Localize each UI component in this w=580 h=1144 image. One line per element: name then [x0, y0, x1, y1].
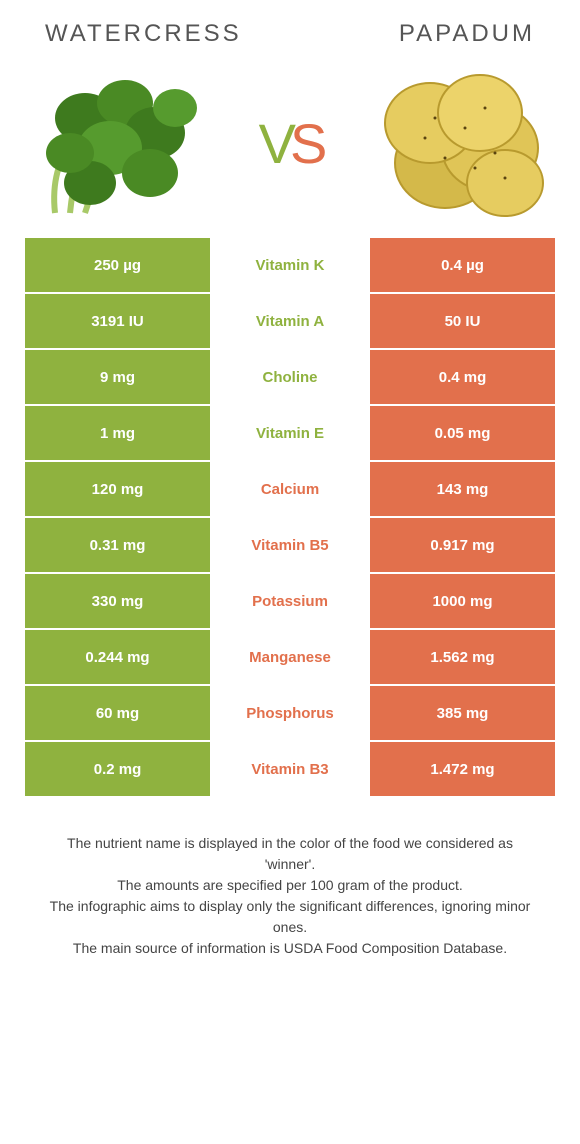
nutrient-left-value: 0.2 mg — [25, 742, 210, 796]
nutrient-left-value: 1 mg — [25, 406, 210, 460]
nutrient-right-value: 0.4 mg — [370, 350, 555, 404]
nutrient-row: 0.244 mgManganese1.562 mg — [25, 630, 555, 684]
footer-line-4: The main source of information is USDA F… — [45, 938, 535, 959]
nutrient-right-value: 385 mg — [370, 686, 555, 740]
title-left: Watercress — [45, 20, 242, 48]
nutrient-left-value: 0.31 mg — [25, 518, 210, 572]
nutrient-name: Vitamin K — [210, 238, 370, 292]
nutrient-left-value: 3191 IU — [25, 294, 210, 348]
nutrient-name: Choline — [210, 350, 370, 404]
images-row: VS — [15, 58, 565, 238]
papadum-image — [375, 68, 545, 218]
nutrient-row: 9 mgCholine0.4 mg — [25, 350, 555, 404]
nutrient-table: 250 µgVitamin K0.4 µg3191 IUVitamin A50 … — [15, 238, 565, 796]
footer-notes: The nutrient name is displayed in the co… — [15, 798, 565, 959]
nutrient-left-value: 250 µg — [25, 238, 210, 292]
nutrient-row: 60 mgPhosphorus385 mg — [25, 686, 555, 740]
watercress-image — [35, 68, 205, 218]
nutrient-row: 1 mgVitamin E0.05 mg — [25, 406, 555, 460]
nutrient-right-value: 0.05 mg — [370, 406, 555, 460]
nutrient-left-value: 60 mg — [25, 686, 210, 740]
nutrient-right-value: 1.472 mg — [370, 742, 555, 796]
footer-line-1: The nutrient name is displayed in the co… — [45, 833, 535, 875]
nutrient-row: 0.2 mgVitamin B31.472 mg — [25, 742, 555, 796]
vs-label: VS — [259, 111, 322, 176]
nutrient-row: 3191 IUVitamin A50 IU — [25, 294, 555, 348]
nutrient-left-value: 330 mg — [25, 574, 210, 628]
nutrient-name: Vitamin A — [210, 294, 370, 348]
vs-v: V — [259, 112, 290, 175]
title-right: Papadum — [399, 20, 535, 48]
nutrient-left-value: 9 mg — [25, 350, 210, 404]
nutrient-name: Vitamin B5 — [210, 518, 370, 572]
nutrient-name: Phosphorus — [210, 686, 370, 740]
nutrient-right-value: 0.917 mg — [370, 518, 555, 572]
nutrient-row: 0.31 mgVitamin B50.917 mg — [25, 518, 555, 572]
footer-line-3: The infographic aims to display only the… — [45, 896, 535, 938]
nutrient-name: Manganese — [210, 630, 370, 684]
nutrient-left-value: 120 mg — [25, 462, 210, 516]
nutrient-right-value: 1000 mg — [370, 574, 555, 628]
nutrient-name: Calcium — [210, 462, 370, 516]
nutrient-name: Vitamin E — [210, 406, 370, 460]
nutrient-name: Vitamin B3 — [210, 742, 370, 796]
infographic-container: Watercress Papadum — [0, 0, 580, 979]
nutrient-row: 330 mgPotassium1000 mg — [25, 574, 555, 628]
nutrient-left-value: 0.244 mg — [25, 630, 210, 684]
header: Watercress Papadum — [15, 20, 565, 58]
nutrient-row: 250 µgVitamin K0.4 µg — [25, 238, 555, 292]
nutrient-right-value: 0.4 µg — [370, 238, 555, 292]
nutrient-right-value: 143 mg — [370, 462, 555, 516]
footer-line-2: The amounts are specified per 100 gram o… — [45, 875, 535, 896]
nutrient-right-value: 50 IU — [370, 294, 555, 348]
nutrient-name: Potassium — [210, 574, 370, 628]
vs-s: S — [290, 112, 321, 175]
nutrient-row: 120 mgCalcium143 mg — [25, 462, 555, 516]
nutrient-right-value: 1.562 mg — [370, 630, 555, 684]
